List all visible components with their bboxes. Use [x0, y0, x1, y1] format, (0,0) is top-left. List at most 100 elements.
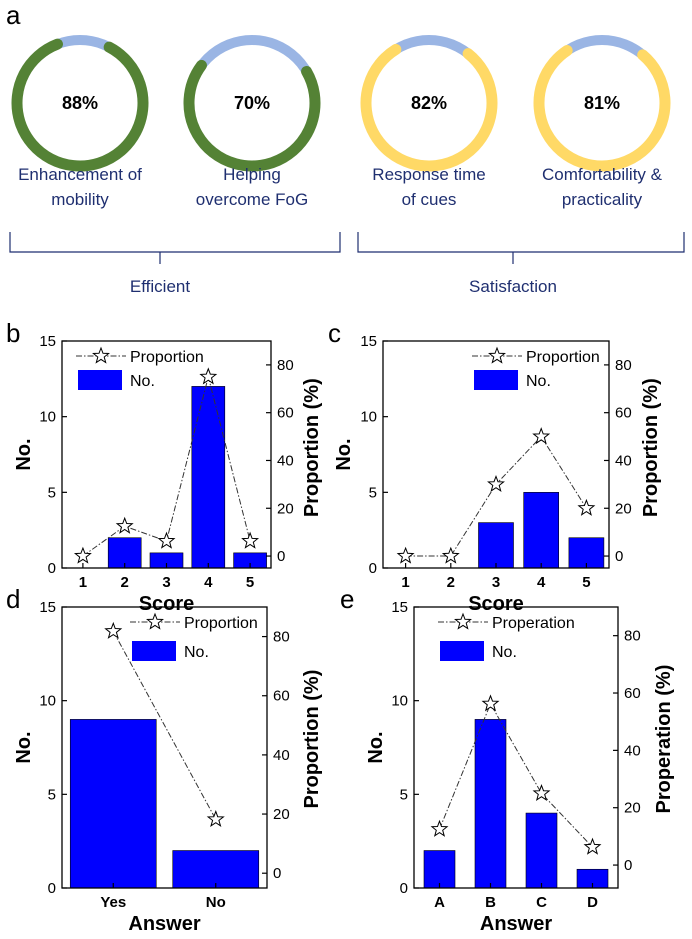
y2-tick-label: 60	[273, 688, 290, 705]
legend-bar-swatch	[440, 641, 484, 661]
y-tick-label: 0	[400, 880, 408, 897]
proportion-point-1	[73, 546, 92, 564]
x-tick-label: C	[536, 894, 547, 911]
y-tick-label: 10	[360, 409, 377, 426]
y-tick-label: 15	[360, 333, 377, 350]
y2-tick-label: 80	[624, 628, 641, 645]
y2-axis-title: Proportion (%)	[301, 670, 323, 809]
x-tick-label: 5	[582, 574, 590, 591]
y2-tick-label: 0	[624, 857, 632, 874]
x-tick-label: 4	[537, 574, 546, 591]
y-tick-label: 5	[369, 484, 377, 501]
donut-caption-line: Enhancement of	[18, 165, 142, 184]
group-label-satisfaction: Satisfaction	[469, 277, 557, 296]
y-tick-label: 15	[391, 599, 408, 616]
proportion-line	[112, 631, 217, 820]
x-axis-title: Answer	[128, 913, 200, 935]
bar-A	[423, 850, 456, 889]
x-axis-title: Score	[468, 593, 524, 615]
donut-value-arc	[183, 34, 321, 172]
y2-tick-label: 80	[273, 629, 290, 646]
y-tick-label: 10	[39, 693, 56, 710]
y-tick-label: 10	[391, 693, 408, 710]
y-tick-label: 0	[48, 560, 56, 577]
y-tick-label: 0	[48, 880, 56, 897]
x-tick-label: 1	[401, 574, 409, 591]
chart-b: 0 5 10 15 0 20 40 60 80 1 2 3 4 5 Score No. Proportion (…	[13, 333, 323, 615]
y2-tick-label: 20	[624, 800, 641, 817]
x-tick-label: 3	[162, 574, 170, 591]
legend: Proportion No.	[130, 612, 258, 661]
y2-tick-label: 20	[615, 500, 632, 517]
y-tick-label: 5	[400, 786, 408, 803]
proportion-point-No	[206, 809, 225, 827]
x-tick-label: 1	[79, 574, 87, 591]
panel-letter-d: d	[6, 584, 20, 614]
chart-d: 0 5 10 15 0 20 40 60 80 Yes No Answer No. Proportion …	[13, 599, 323, 935]
donut-percent-label: 82%	[411, 93, 447, 113]
donut-4: 81% Comfortability & practicality	[533, 34, 671, 209]
panel-letter-c: c	[328, 318, 341, 348]
bar-C	[525, 812, 558, 889]
x-tick-label: 2	[447, 574, 455, 591]
y-tick-label: 15	[39, 333, 56, 350]
y-axis-title: No.	[13, 438, 35, 470]
donut-caption-line: of cues	[402, 190, 457, 209]
y-axis-title: No.	[333, 438, 355, 470]
y2-tick-label: 60	[624, 685, 641, 702]
y2-tick-label: 40	[277, 452, 294, 469]
y2-tick-label: 20	[273, 806, 290, 823]
y2-tick-label: 60	[615, 405, 632, 422]
proportion-point-5	[241, 531, 260, 549]
donut-value-arc	[360, 34, 498, 172]
x-tick-label: 2	[121, 574, 129, 591]
x-tick-label: Yes	[100, 894, 126, 911]
y-tick-label: 0	[369, 560, 377, 577]
y2-tick-label: 80	[277, 357, 294, 374]
bar-B	[474, 719, 507, 889]
proportion-point-B	[481, 694, 500, 712]
y2-axis-title: Proportion (%)	[301, 378, 323, 517]
proportion-point-3	[157, 531, 176, 549]
legend: Properation No.	[438, 612, 575, 661]
bar-Yes	[69, 719, 157, 889]
x-tick-label: 4	[204, 574, 213, 591]
panel-letter-b: b	[6, 318, 20, 348]
x-tick-label: 5	[246, 574, 254, 591]
donut-1: 88% Enhancement of mobility	[11, 34, 149, 209]
y2-tick-label: 20	[277, 500, 294, 517]
panel-letter-a: a	[6, 0, 21, 30]
y2-tick-label: 40	[624, 742, 641, 759]
legend-star-icon	[92, 346, 110, 364]
group-label-efficient: Efficient	[130, 277, 190, 296]
bar-No	[172, 850, 260, 889]
panel-letter-e: e	[340, 584, 354, 614]
plot-frame	[61, 606, 268, 889]
y-axis-title: No.	[13, 731, 35, 763]
x-tick-label: A	[434, 894, 445, 911]
chart-e: 0 5 10 15 0 20 40 60 80 A B C D Answer No. Properation …	[365, 599, 675, 935]
legend-star-icon	[454, 612, 472, 630]
y-tick-label: 5	[48, 786, 56, 803]
donut-caption-line: Comfortability &	[542, 165, 663, 184]
donut-percent-label: 70%	[234, 93, 270, 113]
proportion-point-4	[199, 367, 218, 385]
bar-5	[568, 537, 605, 569]
proportion-point-4	[532, 427, 551, 445]
legend-bar-swatch	[78, 370, 122, 390]
y-tick-label: 15	[39, 599, 56, 616]
x-axis-title: Answer	[480, 913, 552, 935]
donut-caption-line: mobility	[51, 190, 109, 209]
y2-tick-label: 0	[615, 548, 623, 565]
proportion-point-3	[487, 474, 505, 492]
donut-percent-label: 88%	[62, 93, 98, 113]
proportion-point-1	[396, 546, 415, 564]
donut-value-arc	[11, 34, 149, 172]
legend-label-bar: No.	[184, 644, 209, 661]
donut-3: 82% Response time of cues	[360, 34, 498, 209]
legend: Proportion No.	[472, 346, 600, 390]
legend-label-line: Properation	[492, 615, 575, 632]
proportion-point-D	[583, 837, 602, 855]
